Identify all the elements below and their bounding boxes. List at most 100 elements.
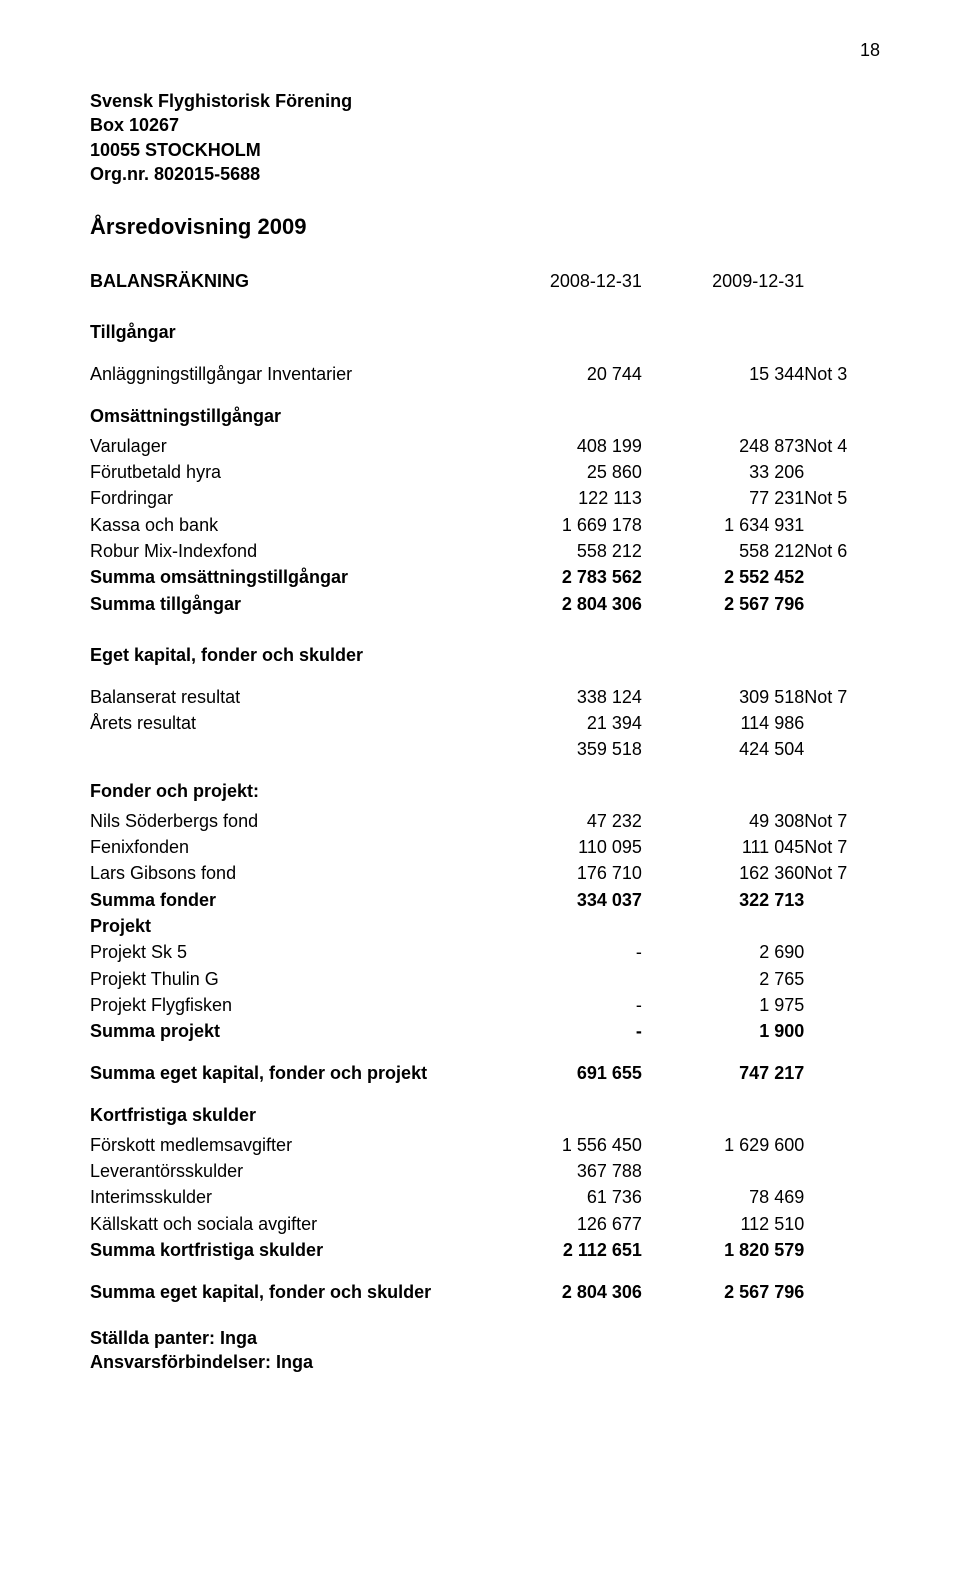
arets-label: Årets resultat: [90, 710, 480, 736]
fond-label: Lars Gibsons fond: [90, 860, 480, 886]
summa-projekt-c1: -: [480, 1018, 642, 1044]
summa-fonder-c1: 334 037: [480, 887, 642, 913]
projekt-c2: 2 765: [642, 966, 804, 992]
kort-row: Förskott medlemsavgifter1 556 4501 629 6…: [90, 1132, 880, 1158]
projekt-c1: -: [480, 939, 642, 965]
oms-row: Förutbetald hyra25 86033 206: [90, 459, 880, 485]
result-table: Balanserat resultat 338 124 309 518 Not …: [90, 684, 880, 763]
col-note-blank: [804, 268, 880, 294]
projekt-label: Projekt Flygfisken: [90, 992, 480, 1018]
summa-ek-fond-proj-c2: 747 217: [642, 1060, 804, 1086]
oms-label: Fordringar: [90, 485, 480, 511]
oms-c1: 558 212: [480, 538, 642, 564]
kort-c1: 61 736: [480, 1184, 642, 1210]
kort-note: [804, 1132, 880, 1158]
col-date-2: 2009-12-31: [642, 268, 804, 294]
summa-ek-fond-proj-c1: 691 655: [480, 1060, 642, 1086]
projekt-c2: 2 690: [642, 939, 804, 965]
projekt-note: [804, 992, 880, 1018]
arets-c2: 114 986: [642, 710, 804, 736]
footer-ansvar: Ansvarsförbindelser: Inga: [90, 1350, 880, 1374]
ek-heading: Eget kapital, fonder och skulder: [90, 645, 880, 666]
summa-ek-fond-skuld-label: Summa eget kapital, fonder och skulder: [90, 1279, 480, 1305]
anl-note: Not 3: [804, 361, 880, 387]
summa-kort-label: Summa kortfristiga skulder: [90, 1237, 480, 1263]
page-number: 18: [90, 40, 880, 61]
projekt-label: Projekt Sk 5: [90, 939, 480, 965]
summa-fonder-label: Summa fonder: [90, 887, 480, 913]
col-date-1: 2008-12-31: [480, 268, 642, 294]
oms-label: Varulager: [90, 433, 480, 459]
oms-note: Not 4: [804, 433, 880, 459]
org-name: Svensk Flyghistorisk Förening: [90, 89, 880, 113]
fond-c2: 162 360: [642, 860, 804, 886]
fond-row: Nils Söderbergs fond47 23249 308Not 7: [90, 808, 880, 834]
arets-c1: 21 394: [480, 710, 642, 736]
oms-note: Not 5: [804, 485, 880, 511]
kort-c1: 367 788: [480, 1158, 642, 1184]
kort-table: Förskott medlemsavgifter1 556 4501 629 6…: [90, 1132, 880, 1306]
summa-ek-fond-proj-label: Summa eget kapital, fonder och projekt: [90, 1060, 480, 1086]
oms-row: Fordringar122 11377 231Not 5: [90, 485, 880, 511]
kort-note: [804, 1158, 880, 1184]
projekt-c1: [480, 966, 642, 992]
org-city: 10055 STOCKHOLM: [90, 138, 880, 162]
footer: Ställda panter: Inga Ansvarsförbindelser…: [90, 1326, 880, 1375]
anl-c1: 20 744: [480, 361, 642, 387]
oms-c1: 25 860: [480, 459, 642, 485]
projekt-row: Projekt Flygfisken-1 975: [90, 992, 880, 1018]
oms-c2: 248 873: [642, 433, 804, 459]
projekt-c1: -: [480, 992, 642, 1018]
projekt-label: Projekt Thulin G: [90, 966, 480, 992]
oms-c2: 558 212: [642, 538, 804, 564]
oms-c1: 1 669 178: [480, 512, 642, 538]
balres-note: Not 7: [804, 684, 880, 710]
fond-c1: 176 710: [480, 860, 642, 886]
fond-row: Fenixfonden110 095111 045Not 7: [90, 834, 880, 860]
oms-table: Varulager408 199248 873Not 4Förutbetald …: [90, 433, 880, 617]
anl-c2: 15 344: [642, 361, 804, 387]
tillgangar-heading: Tillgångar: [90, 322, 880, 343]
balans-heading: BALANSRÄKNING: [90, 268, 480, 294]
summa-till-c1: 2 804 306: [480, 591, 642, 617]
fonder-heading: Fonder och projekt:: [90, 781, 880, 802]
fond-c2: 111 045: [642, 834, 804, 860]
kort-label: Förskott medlemsavgifter: [90, 1132, 480, 1158]
doc-title: Årsredovisning 2009: [90, 214, 880, 240]
summa-projekt-label: Summa projekt: [90, 1018, 480, 1044]
res-sum-c2: 424 504: [642, 736, 804, 762]
org-nr: Org.nr. 802015-5688: [90, 162, 880, 186]
projekt-row: Projekt Sk 5-2 690: [90, 939, 880, 965]
org-block: Svensk Flyghistorisk Förening Box 10267 …: [90, 89, 880, 186]
summa-ek-fond-skuld-c2: 2 567 796: [642, 1279, 804, 1305]
summa-ek-fond-skuld-c1: 2 804 306: [480, 1279, 642, 1305]
oms-label: Robur Mix-Indexfond: [90, 538, 480, 564]
fonder-table: Nils Söderbergs fond47 23249 308Not 7Fen…: [90, 808, 880, 1087]
oms-c2: 1 634 931: [642, 512, 804, 538]
org-box: Box 10267: [90, 113, 880, 137]
kort-c2: [642, 1158, 804, 1184]
summa-projekt-c2: 1 900: [642, 1018, 804, 1044]
projekt-row: Projekt Thulin G 2 765: [90, 966, 880, 992]
kort-row: Källskatt och sociala avgifter126 677112…: [90, 1211, 880, 1237]
oms-c1: 122 113: [480, 485, 642, 511]
kort-row: Leverantörsskulder367 788: [90, 1158, 880, 1184]
fond-note: Not 7: [804, 834, 880, 860]
fond-c1: 47 232: [480, 808, 642, 834]
projekt-note: [804, 966, 880, 992]
fond-note: Not 7: [804, 808, 880, 834]
oms-row: Robur Mix-Indexfond558 212558 212Not 6: [90, 538, 880, 564]
balres-c2: 309 518: [642, 684, 804, 710]
oms-label: Kassa och bank: [90, 512, 480, 538]
kort-label: Leverantörsskulder: [90, 1158, 480, 1184]
summa-till-c2: 2 567 796: [642, 591, 804, 617]
summa-fonder-c2: 322 713: [642, 887, 804, 913]
anl-table: Anläggningstillgångar Inventarier 20 744…: [90, 361, 880, 387]
oms-note: Not 6: [804, 538, 880, 564]
fond-row: Lars Gibsons fond176 710162 360Not 7: [90, 860, 880, 886]
projekt-note: [804, 939, 880, 965]
fond-label: Nils Söderbergs fond: [90, 808, 480, 834]
oms-row: Kassa och bank1 669 1781 634 931: [90, 512, 880, 538]
balres-c1: 338 124: [480, 684, 642, 710]
summa-till-label: Summa tillgångar: [90, 591, 480, 617]
